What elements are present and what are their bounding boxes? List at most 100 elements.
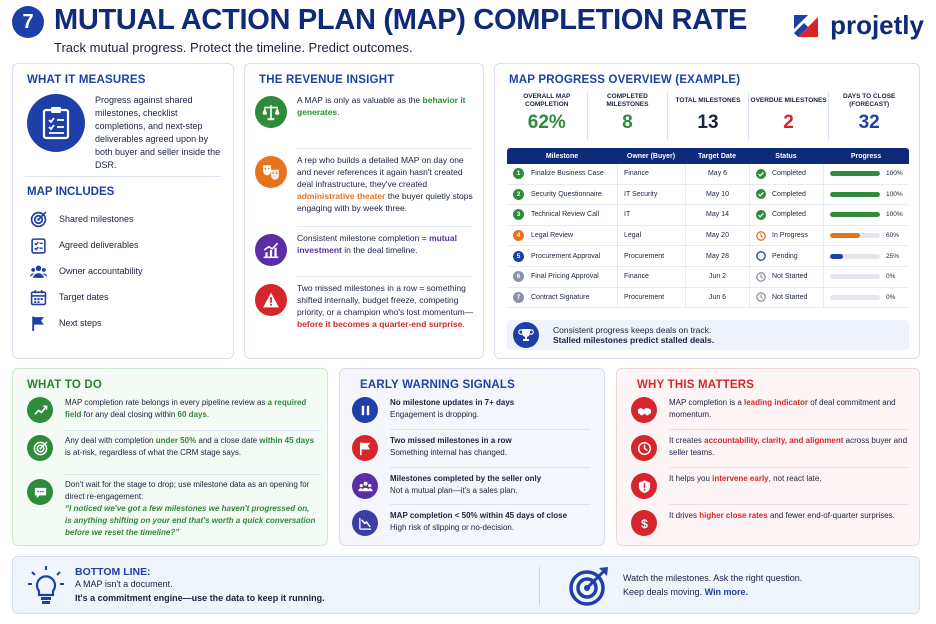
todo-item: MAP completion rate belongs in every pip… [27, 397, 317, 423]
kpi-value: 2 [783, 112, 794, 133]
table-row[interactable]: 5 Procurement Approval Procurement May 28 Pe… [507, 246, 909, 267]
status-cell: In Progress [749, 225, 823, 246]
flag-icon [29, 314, 47, 332]
row-number-badge: 6 [513, 271, 524, 283]
milestone-cell: 2 Security Questionnaire [507, 188, 617, 200]
brand-logo[interactable]: projetly [792, 10, 924, 41]
insight-text: . [462, 319, 465, 329]
insight-text: A MAP is only as valuable as the [297, 95, 423, 105]
progress-cell: 0% [823, 266, 909, 287]
todo-title: WHAT TO DO [27, 379, 103, 391]
progress-bar [830, 274, 880, 280]
milestone-cell: 5 Procurement Approval [507, 250, 617, 262]
warning-heading: No milestone updates in 7+ days [390, 398, 515, 407]
bottom-right-text-1: Watch the milestones. Ask the right ques… [623, 573, 803, 583]
divider [669, 429, 909, 430]
divider [669, 467, 909, 468]
theater-masks-icon [255, 156, 287, 188]
table-row[interactable]: 2 Security Questionnaire IT Security May 10… [507, 184, 909, 206]
row-number-badge: 7 [513, 291, 524, 303]
progress-bar [830, 212, 880, 218]
map-includes-title: MAP INCLUDES [27, 186, 115, 198]
progress-fill [830, 171, 880, 177]
insight-text: the buyer quietly stops engaging with by… [297, 191, 473, 213]
clock-icon [631, 435, 657, 461]
owner-cell: IT [617, 205, 685, 225]
owner-cell: Finance [617, 266, 685, 287]
revenue-insight-text: A MAP is only as valuable as the behavio… [297, 94, 477, 128]
table-header: Milestone Owner (Buyer) Target Date Status P… [507, 148, 909, 164]
progress-percent: 100% [886, 170, 903, 178]
milestone-name: Legal Review [531, 232, 574, 240]
progress-cell: 0% [823, 287, 909, 308]
warning-heading: MAP completion < 50% within 45 days of c… [390, 511, 568, 520]
map-include-item: Next steps [29, 310, 143, 336]
handshake-icon [631, 397, 657, 423]
table-row[interactable]: 4 Legal Review Legal May 20 In Progress 60% [507, 225, 909, 247]
progress-percent: 0% [886, 293, 896, 301]
map-progress-panel: MAP PROGRESS OVERVIEW (EXAMPLE) OVERALL … [494, 63, 920, 359]
progress-bar [830, 294, 880, 300]
milestone-cell: 1 Finalize Business Case [507, 168, 617, 180]
status-label: Not Started [772, 293, 808, 301]
divider [669, 504, 909, 505]
why-text: MAP completion is a leading indicator of… [669, 398, 896, 419]
status-label: Completed [772, 190, 806, 198]
map-include-label: Shared milestones [59, 214, 134, 224]
table-row[interactable]: 7 Contract Signature Procurement Jun 6 Not S… [507, 287, 909, 309]
row-number-badge: 1 [513, 168, 524, 180]
date-cell: May 10 [685, 184, 749, 205]
flag-icon [352, 435, 378, 461]
growth-chart-icon [255, 234, 287, 266]
progress-percent: 100% [886, 190, 903, 198]
kpi-value: 32 [858, 112, 880, 133]
circle-icon [756, 251, 772, 262]
target-icon [29, 210, 47, 228]
table-row[interactable]: 3 Technical Review Call IT May 14 Completed 1… [507, 205, 909, 226]
table-row[interactable]: 6 Final Pricing Approval Finance Jun 2 Not S… [507, 266, 909, 288]
todo-item: Any deal with completion under 50% and a… [27, 435, 317, 461]
warning-text: MAP completion < 50% within 45 days of c… [390, 510, 567, 536]
page-title: MUTUAL ACTION PLAN (MAP) COMPLETION RATE [54, 4, 748, 36]
column-header: Owner (Buyer) [626, 152, 676, 160]
page-subtitle: Track mutual progress. Protect the timel… [54, 40, 413, 55]
target-arrow-icon [569, 567, 608, 606]
revenue-insight-panel: THE REVENUE INSIGHT A MAP is only as val… [244, 63, 484, 359]
progress-fill [830, 212, 880, 218]
column-header: Milestone [545, 152, 579, 160]
people-icon [29, 262, 47, 280]
progress-bar [830, 253, 880, 259]
clock-icon [756, 230, 772, 241]
kpi-label: DAYS TO CLOSE (FORECAST) [842, 93, 896, 108]
group-icon [352, 473, 378, 499]
milestone-name: Technical Review Call [531, 211, 600, 219]
divider [390, 429, 590, 430]
divider [297, 148, 473, 149]
kpi-value: 13 [697, 112, 719, 133]
clock-icon [756, 271, 772, 282]
milestone-cell: 6 Final Pricing Approval [507, 271, 617, 283]
revenue-title: THE REVENUE INSIGHT [259, 74, 395, 86]
why-text: It creates accountability, clarity, and … [669, 436, 908, 457]
row-number-badge: 2 [513, 188, 524, 200]
why-item: MAP completion is a leading indicator of… [631, 397, 913, 423]
win-more-text: Win more. [704, 587, 749, 597]
milestone-name: Final Pricing Approval [531, 273, 599, 281]
insight-highlight: mutual investment [297, 233, 457, 255]
status-cell: Completed [749, 164, 823, 184]
progress-bar [830, 171, 880, 177]
map-include-label: Target dates [59, 292, 109, 302]
bottom-right-text-2: Keep deals moving. Win more. [623, 587, 748, 597]
insight-highlight: administrative theater [297, 191, 386, 201]
scales-icon [255, 96, 287, 128]
status-cell: Completed [749, 184, 823, 205]
calendar-icon [29, 288, 47, 306]
map-include-item: Target dates [29, 284, 143, 310]
owner-cell: Legal [617, 225, 685, 246]
table-row[interactable]: 1 Finalize Business Case Finance May 6 Compl… [507, 164, 909, 185]
insight-text: A rep who builds a detailed MAP on day o… [297, 155, 464, 189]
bottom-line-heading: BOTTOM LINE: [75, 566, 151, 578]
owner-cell: Finance [617, 164, 685, 184]
measures-description: Progress against shared milestones, chec… [95, 95, 221, 170]
warning-text: Two missed milestones in a row Something … [390, 435, 512, 461]
